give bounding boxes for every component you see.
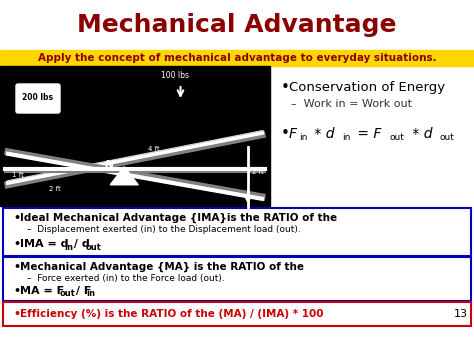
Text: •: • [281,126,290,142]
Text: Conservation of Energy: Conservation of Energy [289,82,445,94]
Text: in: in [86,289,95,299]
Bar [0,50,474,66]
Text: N: N [105,160,114,170]
Text: –  Work in = Work out: – Work in = Work out [291,99,412,109]
Text: 2 ft: 2 ft [252,169,264,175]
Text: out: out [389,133,404,142]
Polygon shape [110,167,138,185]
Text: •: • [13,262,20,272]
Bar [3,302,471,326]
Text: •: • [13,239,20,249]
Text: in: in [342,133,350,142]
Text: out: out [86,242,102,251]
Text: Mechanical Advantage {MA} is the RATIO of the: Mechanical Advantage {MA} is the RATIO o… [20,262,304,272]
Bar [3,208,471,256]
Text: * d: * d [310,127,335,141]
Bar [0,66,270,206]
Text: IMA = d: IMA = d [20,239,69,249]
Text: –  Displacement exerted (in) to the Displacement load (out).: – Displacement exerted (in) to the Displ… [27,224,301,234]
Text: * d: * d [409,127,433,141]
Text: / F: / F [72,286,91,296]
Text: out: out [60,289,76,299]
Text: F: F [289,127,297,141]
Text: 1 ft: 1 ft [12,172,24,178]
Text: •: • [13,309,20,319]
Text: –  Force exerted (in) to the Force load (out).: – Force exerted (in) to the Force load (… [27,273,225,283]
Bar [3,257,471,301]
Text: 4 ft: 4 ft [148,146,160,152]
Text: 13: 13 [454,309,468,319]
Text: in: in [64,242,73,251]
Text: •: • [13,286,20,296]
Text: out: out [440,133,455,142]
Text: 200 lbs: 200 lbs [22,93,54,103]
Text: 100 lbs: 100 lbs [162,71,190,81]
Text: / d: / d [70,239,90,249]
Text: Efficiency (%) is the RATIO of the (MA) / (IMA) * 100: Efficiency (%) is the RATIO of the (MA) … [20,309,323,319]
Text: = F: = F [353,127,381,141]
Text: in: in [299,133,308,142]
Text: •: • [281,81,290,95]
Text: Mechanical Advantage: Mechanical Advantage [77,13,397,37]
Text: Apply the concept of mechanical advantage to everyday situations.: Apply the concept of mechanical advantag… [38,53,436,63]
Text: Ideal Mechanical Advantage {IMA}is the RATIO of the: Ideal Mechanical Advantage {IMA}is the R… [20,213,337,223]
Text: 2 ft: 2 ft [49,186,61,192]
Text: •: • [13,213,20,223]
FancyBboxPatch shape [16,84,60,113]
Text: MA = F: MA = F [20,286,64,296]
